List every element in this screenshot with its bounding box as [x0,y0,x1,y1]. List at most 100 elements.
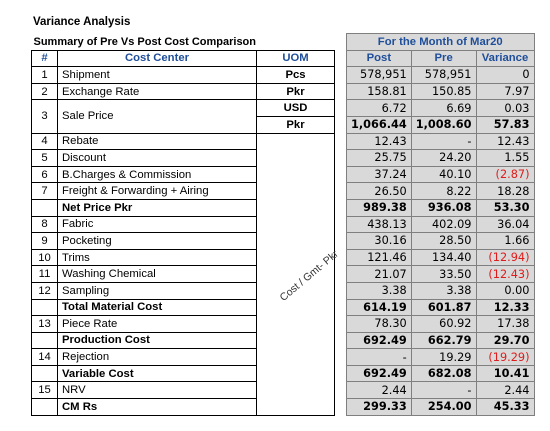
post-value: 438.13 [346,215,412,234]
post-value: 692.49 [346,331,412,350]
post-value: 37.24 [346,165,412,184]
table-row: 10 Trims 121.46 134.40 (12.94) [31,248,535,267]
pre-value: 33.50 [410,265,477,283]
pre-value: 24.20 [410,149,477,167]
row-number: 10 [31,248,58,267]
variance-value: 1.55 [475,149,535,167]
table-row: 13 Piece Rate 78.30 60.92 17.38 [31,315,535,333]
table-row: 9 Pocketing 30.16 28.50 1.66 [31,232,535,250]
variance-value: 12.43 [475,132,535,151]
variance-value: 0.00 [475,281,535,300]
post-value: 21.07 [346,265,412,283]
table-row: 6 B.Charges & Commission 37.24 40.10 (2.87) [31,165,535,184]
row-number: 8 [31,215,58,234]
col-header-num: # [31,49,58,68]
cost-center-cell: Exchange Rate [57,82,257,101]
post-value: 692.49 [346,364,412,383]
post-value: 2.44 [346,381,412,400]
pre-value: 60.92 [410,315,477,333]
pre-value: 8.22 [410,182,477,200]
cost-center-cell: NRV [57,381,257,400]
cost-center-cell: Freight & Forwarding + Airing [57,182,257,200]
table-row: 11 Washing Chemical 21.07 33.50 (12.43) [31,265,535,283]
col-header-uom: UOM [256,49,335,68]
table-row: Production Cost 692.49 662.79 29.70 [31,331,535,350]
post-value: 1,066.44 [346,115,412,134]
pre-value: 134.40 [410,248,477,267]
pre-value: 578,951 [410,66,477,84]
sheet-subtitle: Summary of Pre Vs Post Cost Comparison [33,35,257,48]
pre-value: 19.29 [410,348,477,366]
variance-value: 2.44 [475,381,535,400]
table-row: CM Rs 299.33 254.00 45.33 [31,398,535,416]
post-value: 12.43 [346,132,412,151]
row-number: 2 [31,82,58,101]
variance-value: 36.04 [475,215,535,234]
variance-value: 45.33 [475,398,535,416]
variance-value: 18.28 [475,182,535,200]
post-value: 614.19 [346,298,412,317]
cost-center-cell: Variable Cost [57,364,257,383]
post-value: 989.38 [346,198,412,217]
row-number [31,398,58,416]
pre-value: 936.08 [410,198,477,217]
variance-table: Summary of Pre Vs Post Cost Comparison F… [31,33,535,416]
variance-value: 53.30 [475,198,535,217]
table-row: 1 Shipment Pcs 578,951 578,951 0 [31,66,535,84]
col-header-variance: Variance [475,49,535,68]
post-value: 78.30 [346,315,412,333]
pre-value: 601.87 [410,298,477,317]
variance-value: 29.70 [475,331,535,350]
post-value: 158.81 [346,82,412,101]
cost-center-cell: Trims [57,248,257,267]
row-number [31,198,58,217]
table-row: 8 Fabric 438.13 402.09 36.04 [31,215,535,234]
pre-value: 254.00 [410,398,477,416]
row-number: 9 [31,232,58,250]
variance-value: (12.94) [475,248,535,267]
uom-cell: Pkr [256,115,335,134]
post-value: 299.33 [346,398,412,416]
month-header: For the Month of Mar20 [346,33,535,51]
variance-value: 0 [475,66,535,84]
cost-center-cell: Sampling [57,281,257,300]
row-number: 5 [31,149,58,167]
post-value: 578,951 [346,66,412,84]
cost-center-cell: Washing Chemical [57,265,257,283]
variance-value: 7.97 [475,82,535,101]
pre-value: 662.79 [410,331,477,350]
pre-value: 28.50 [410,232,477,250]
table-row: 2 Exchange Rate Pkr 158.81 150.85 7.97 [31,82,535,101]
cost-center-cell: Production Cost [57,331,257,350]
col-header-post: Post [346,49,412,68]
variance-value: 17.38 [475,315,535,333]
cost-center-cell: Piece Rate [57,315,257,333]
pre-value: 40.10 [410,165,477,184]
pre-value: 150.85 [410,82,477,101]
variance-value: (12.43) [475,265,535,283]
table-row: 3 Sale Price USD 6.72 6.69 0.03 [31,99,535,134]
col-header-cost-center: Cost Center [57,49,257,68]
pre-value: 6.69 [410,99,477,117]
cost-center-cell: Sale Price [57,99,257,134]
cost-center-cell: Rebate [57,132,257,151]
row-number: 15 [31,381,58,400]
table-row: 4 Rebate 12.43-12.43 [31,132,535,416]
row-number: 3 [31,99,58,134]
uom-cell: Pcs [256,66,335,84]
cost-center-cell: B.Charges & Commission [57,165,257,184]
variance-value: (2.87) [475,165,535,184]
sheet-title: Variance Analysis [33,16,131,28]
cost-center-cell: Shipment [57,66,257,84]
cost-center-cell: Total Material Cost [57,298,257,317]
row-number [31,298,58,317]
pre-value: 1,008.60 [410,115,477,134]
pre-value: - [410,381,477,400]
pre-value: 3.38 [410,281,477,300]
variance-value: 57.83 [475,115,535,134]
row-number: 14 [31,348,58,366]
row-number: 12 [31,281,58,300]
table-row: 7 Freight & Forwarding + Airing 26.50 8.22 1… [31,182,535,200]
post-value: 30.16 [346,232,412,250]
variance-value: 1.66 [475,232,535,250]
